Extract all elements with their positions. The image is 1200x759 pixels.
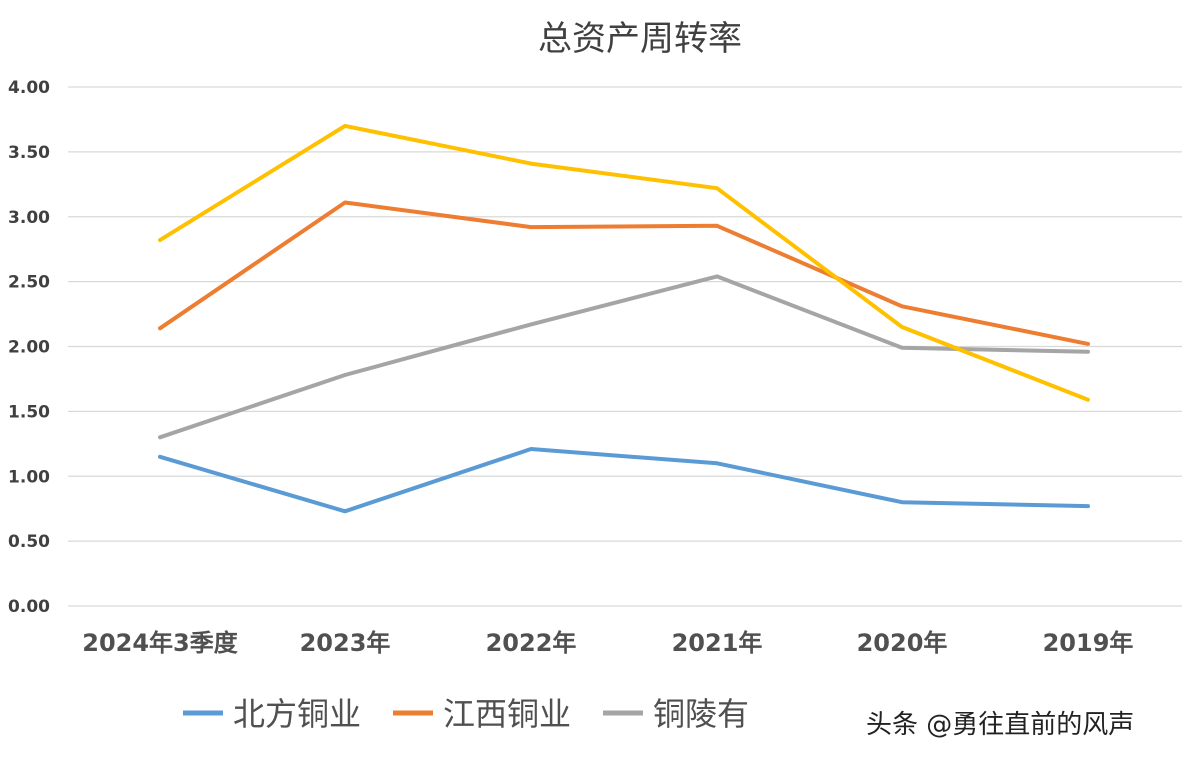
y-tick-label: 0.50: [8, 532, 50, 552]
series-lines: [158, 123, 1090, 514]
y-axis-ticks: 0.00 0.50 1.00 1.50 2.00 2.50 3.00 3.50 4.00: [8, 78, 50, 617]
x-tick-label: 2019年: [1043, 629, 1134, 657]
y-tick-label: 3.50: [8, 143, 50, 163]
x-axis-ticks: 2024年3季度 2023年 2022年 2021年 2020年 2019年: [82, 629, 1133, 657]
y-tick-label: 0.00: [8, 597, 50, 617]
x-tick-label: 2021年: [672, 629, 763, 657]
legend-label: 北方铜业: [233, 695, 361, 733]
x-tick-label: 2024年3季度: [82, 629, 238, 657]
legend-label: 铜陵有: [653, 695, 749, 733]
series-line-北方铜业: [158, 447, 1090, 514]
x-tick-label: 2022年: [486, 629, 577, 657]
series-line-4: [158, 123, 1090, 402]
series-line-江西铜业: [158, 200, 1090, 346]
y-tick-label: 2.50: [8, 273, 50, 293]
watermark-text: 头条 @勇往直前的风声: [866, 710, 1134, 740]
y-tick-label: 1.00: [8, 467, 50, 487]
y-tick-label: 1.50: [8, 402, 50, 422]
y-tick-label: 2.00: [8, 338, 50, 358]
y-tick-label: 4.00: [8, 78, 50, 98]
legend: 北方铜业 江西铜业 铜陵有: [183, 695, 749, 733]
gridlines: [68, 86, 1182, 607]
y-tick-label: 3.00: [8, 208, 50, 228]
x-tick-label: 2023年: [300, 629, 391, 657]
legend-label: 江西铜业: [443, 695, 571, 733]
series-line-铜陵有色: [158, 274, 1090, 440]
x-tick-label: 2020年: [857, 629, 948, 657]
chart-title: 总资产周转率: [538, 19, 742, 59]
